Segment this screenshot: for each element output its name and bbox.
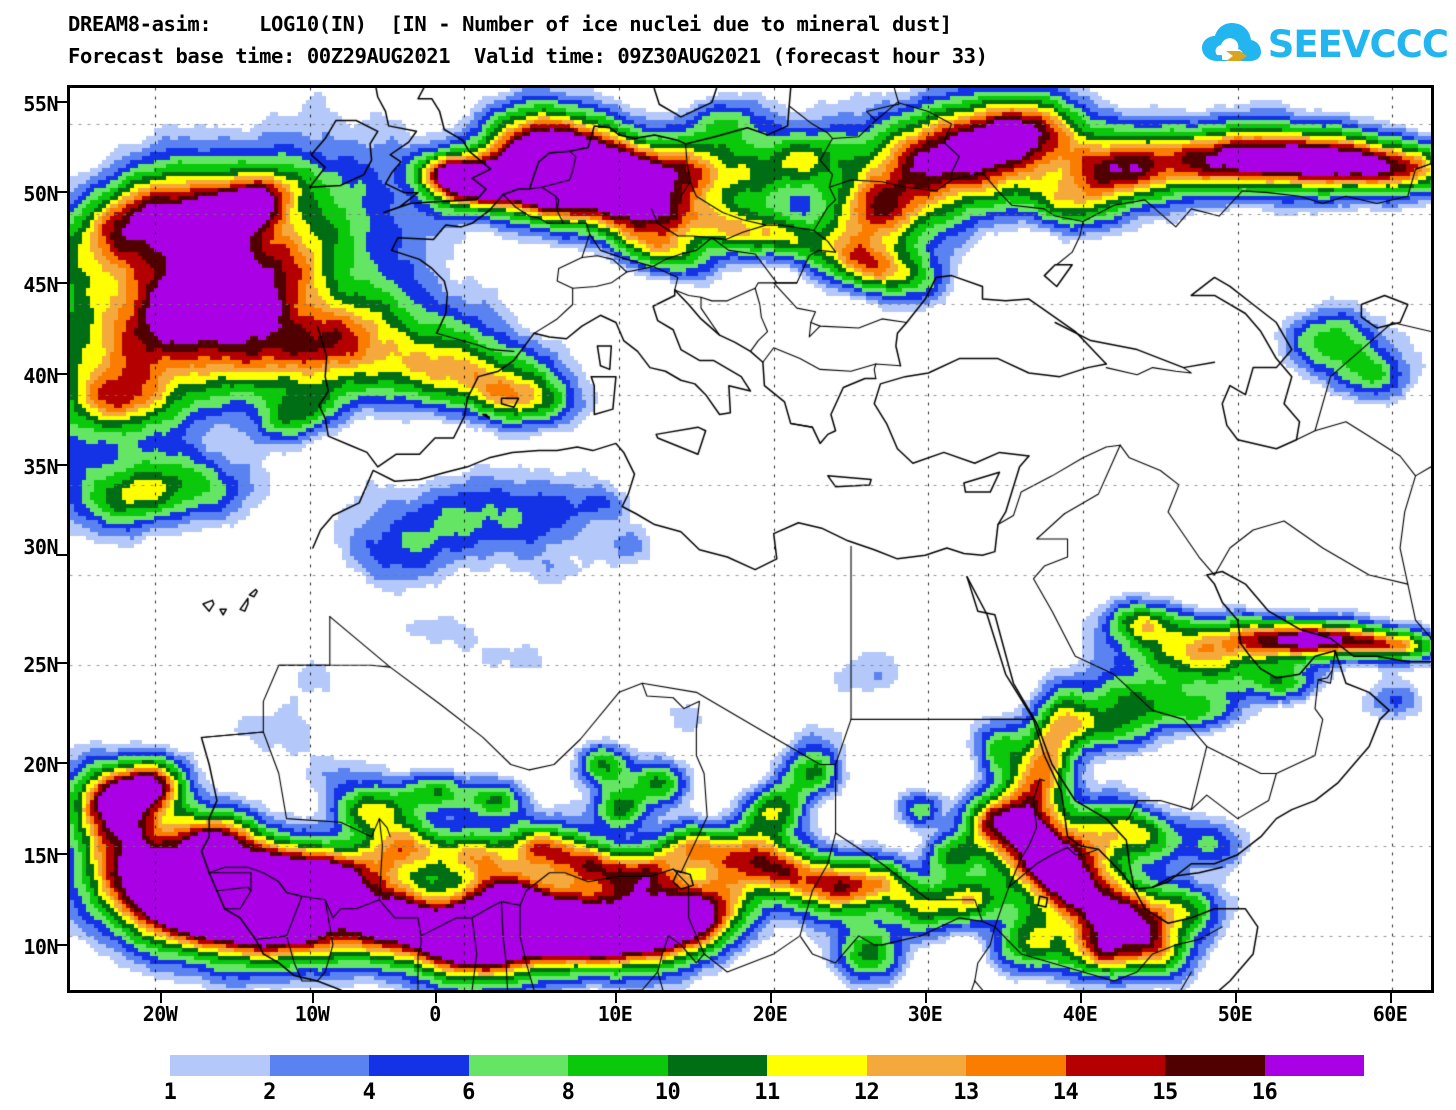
y-tick-mark — [56, 282, 67, 284]
y-tick-label: 40N — [23, 364, 58, 388]
dust-concentration-canvas — [70, 88, 1431, 990]
colorbar-tick-label: 12 — [853, 1080, 880, 1105]
y-tick-mark — [56, 762, 67, 764]
colorbar-tick-label: 8 — [561, 1080, 575, 1105]
x-tick-mark — [1235, 993, 1237, 1003]
y-tick-label: 25N — [23, 653, 58, 677]
colorbar-tick-label: 4 — [362, 1080, 376, 1105]
y-tick-mark — [56, 944, 67, 946]
x-tick-label: 0 — [429, 1002, 441, 1026]
y-tick-label: 20N — [23, 753, 58, 777]
x-tick-label: 20E — [752, 1002, 788, 1026]
colorbar — [170, 1055, 1364, 1076]
y-tick-mark — [56, 101, 67, 103]
colorbar-tick-label: 10 — [654, 1080, 681, 1105]
colorbar-swatch — [468, 1055, 568, 1076]
colorbar-swatch — [1264, 1055, 1364, 1076]
colorbar-tick-label: 13 — [953, 1080, 979, 1105]
x-tick-mark — [770, 993, 772, 1003]
colorbar-swatch — [1065, 1055, 1165, 1076]
colorbar-swatch — [170, 1055, 270, 1076]
colorbar-tick-label: 11 — [754, 1080, 780, 1105]
colorbar-tick-label: 16 — [1251, 1080, 1278, 1105]
x-tick-mark — [160, 993, 162, 1003]
y-tick-mark — [56, 554, 67, 556]
colorbar-tick-label: 15 — [1152, 1080, 1178, 1105]
x-tick-mark — [312, 993, 314, 1003]
y-tick-label: 45N — [23, 273, 58, 297]
colorbar-swatch — [966, 1055, 1066, 1076]
map-canvas-wrap — [70, 88, 1431, 990]
colorbar-tick-label: 1 — [163, 1080, 177, 1105]
y-tick-label: 35N — [23, 455, 58, 479]
x-tick-label: 40E — [1062, 1002, 1098, 1026]
y-tick-label: 55N — [23, 92, 58, 116]
x-tick-label: 10W — [294, 1002, 330, 1026]
y-tick-label: 50N — [23, 182, 58, 206]
header-time-line: Forecast base time: 00Z29AUG2021 Valid t… — [68, 44, 988, 68]
y-tick-label: 30N — [23, 535, 58, 559]
y-tick-mark — [56, 853, 67, 855]
x-tick-label: 50E — [1217, 1002, 1253, 1026]
x-tick-mark — [925, 993, 927, 1003]
chart-header: DREAM8-asim: LOG10(IN) [IN - Number of i… — [0, 0, 1456, 82]
y-tick-mark — [56, 662, 67, 664]
x-tick-mark — [615, 993, 617, 1003]
cloud-icon — [1201, 23, 1261, 61]
x-tick-label: 10E — [597, 1002, 633, 1026]
colorbar-swatch — [369, 1055, 469, 1076]
x-tick-label: 30E — [907, 1002, 943, 1026]
y-tick-mark — [56, 464, 67, 466]
forecast-map[interactable] — [67, 85, 1434, 993]
x-tick-label: 60E — [1372, 1002, 1408, 1026]
x-tick-mark — [1080, 993, 1082, 1003]
colorbar-swatch — [667, 1055, 767, 1076]
x-tick-label: 20W — [142, 1002, 178, 1026]
colorbar-tick-label: 2 — [263, 1080, 276, 1105]
colorbar-tick-label: 14 — [1052, 1080, 1079, 1105]
y-tick-mark — [56, 191, 67, 193]
x-tick-mark — [1390, 993, 1392, 1003]
colorbar-swatch — [568, 1055, 668, 1076]
y-tick-mark — [56, 373, 67, 375]
colorbar-swatch — [866, 1055, 966, 1076]
y-tick-label: 15N — [23, 844, 58, 868]
colorbar-swatch — [269, 1055, 369, 1076]
header-title-line: DREAM8-asim: LOG10(IN) [IN - Number of i… — [68, 12, 952, 36]
colorbar-swatch — [767, 1055, 867, 1076]
colorbar-swatch — [1165, 1055, 1265, 1076]
seevccc-logo: SEEVCCC — [1200, 18, 1449, 70]
colorbar-tick-label: 6 — [462, 1080, 475, 1105]
x-tick-mark — [435, 993, 437, 1003]
logo-text: SEEVCCC — [1267, 22, 1449, 66]
y-tick-label: 10N — [23, 935, 58, 959]
